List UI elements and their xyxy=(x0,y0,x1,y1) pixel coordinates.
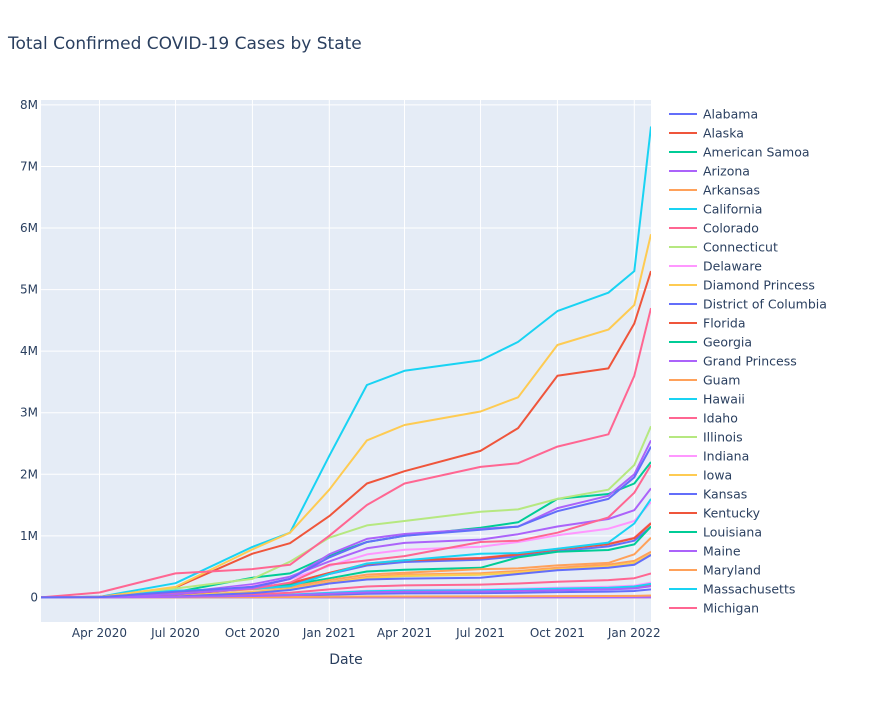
legend-label: Delaware xyxy=(703,259,762,274)
legend-item[interactable]: Florida xyxy=(669,316,746,331)
x-tick-label: Apr 2020 xyxy=(72,626,127,640)
legend-label: California xyxy=(703,202,762,217)
plot-area xyxy=(41,100,651,622)
legend-item[interactable]: American Samoa xyxy=(669,145,810,160)
legend-item[interactable]: Hawaii xyxy=(669,392,745,407)
legend-label: Alaska xyxy=(703,126,744,141)
legend-item[interactable]: California xyxy=(669,202,762,217)
legend-label: Kansas xyxy=(703,487,747,502)
legend-label: Alabama xyxy=(703,107,758,122)
legend-label: Michigan xyxy=(703,601,759,616)
legend-item[interactable]: Georgia xyxy=(669,335,752,350)
y-tick-label: 4M xyxy=(20,344,38,358)
legend-item[interactable]: Michigan xyxy=(669,601,759,616)
legend-item[interactable]: Connecticut xyxy=(669,240,778,255)
legend-label: Florida xyxy=(703,316,746,331)
legend-item[interactable]: Illinois xyxy=(669,430,743,445)
x-tick-label: Apr 2021 xyxy=(377,626,432,640)
chart-title: Total Confirmed COVID-19 Cases by State xyxy=(8,34,362,54)
x-tick-label: Oct 2020 xyxy=(225,626,280,640)
legend-label: Diamond Princess xyxy=(703,278,815,293)
y-tick-label: 6M xyxy=(20,221,38,235)
legend-label: Guam xyxy=(703,373,740,388)
legend-label: Grand Princess xyxy=(703,354,797,369)
legend-item[interactable]: Maine xyxy=(669,544,741,559)
y-tick-label: 5M xyxy=(20,283,38,297)
legend-label: American Samoa xyxy=(703,145,810,160)
legend-label: Iowa xyxy=(703,468,732,483)
y-tick-label: 3M xyxy=(20,406,38,420)
series-line-florida xyxy=(41,270,651,599)
legend-label: Louisiana xyxy=(703,525,762,540)
legend-item[interactable]: Guam xyxy=(669,373,740,388)
series-line-california xyxy=(41,126,651,599)
legend-item[interactable]: Louisiana xyxy=(669,525,762,540)
legend-label: Connecticut xyxy=(703,240,778,255)
y-tick-label: 2M xyxy=(20,467,38,481)
x-tick-label: Oct 2021 xyxy=(530,626,585,640)
legend-label: Massachusetts xyxy=(703,582,795,597)
y-tick-label: 1M xyxy=(20,529,38,543)
legend-item[interactable]: Iowa xyxy=(669,468,732,483)
x-tick-label: Jan 2022 xyxy=(607,626,661,640)
x-axis-label: Date xyxy=(329,652,362,668)
y-tick-label: 7M xyxy=(20,159,38,173)
legend-item[interactable]: Diamond Princess xyxy=(669,278,815,293)
legend-label: District of Columbia xyxy=(703,297,827,312)
series-line-unlabeled-30 xyxy=(41,446,651,599)
legend-item[interactable]: District of Columbia xyxy=(669,297,827,312)
legend-item[interactable]: Indiana xyxy=(669,449,749,464)
series-line-maine xyxy=(41,585,651,599)
y-tick-label: 0 xyxy=(30,590,38,604)
x-tick-label: Jan 2021 xyxy=(302,626,356,640)
legend-item[interactable]: Delaware xyxy=(669,259,762,274)
legend-item[interactable]: Alaska xyxy=(669,126,744,141)
legend-item[interactable]: Alabama xyxy=(669,107,758,122)
series-line-illinois xyxy=(41,425,651,599)
legend-item[interactable]: Massachusetts xyxy=(669,582,795,597)
legend: Alabama Alaska American Samoa Arizona Arkans… xyxy=(669,107,827,616)
legend-item[interactable]: Idaho xyxy=(669,411,738,426)
legend-item[interactable]: Arkansas xyxy=(669,183,760,198)
x-tick-label: Jul 2020 xyxy=(150,626,200,640)
legend-label: Maine xyxy=(703,544,741,559)
legend-label: Hawaii xyxy=(703,392,745,407)
legend-label: Illinois xyxy=(703,430,743,445)
legend-item[interactable]: Maryland xyxy=(669,563,761,578)
legend-item[interactable]: Grand Princess xyxy=(669,354,797,369)
legend-label: Idaho xyxy=(703,411,738,426)
series-line-unlabeled-28 xyxy=(41,307,651,599)
series-line-unlabeled-29 xyxy=(41,439,651,599)
legend-label: Georgia xyxy=(703,335,752,350)
x-tick-label: Jul 2021 xyxy=(455,626,505,640)
legend-label: Indiana xyxy=(703,449,749,464)
legend-label: Arkansas xyxy=(703,183,760,198)
legend-item[interactable]: Kansas xyxy=(669,487,747,502)
series-line-unlabeled-27 xyxy=(41,233,651,599)
legend-label: Colorado xyxy=(703,221,759,236)
y-tick-label: 8M xyxy=(20,98,38,112)
legend-item[interactable]: Arizona xyxy=(669,164,750,179)
legend-label: Kentucky xyxy=(703,506,761,521)
legend-label: Arizona xyxy=(703,164,750,179)
legend-label: Maryland xyxy=(703,563,761,578)
legend-item[interactable]: Kentucky xyxy=(669,506,761,521)
legend-item[interactable]: Colorado xyxy=(669,221,759,236)
